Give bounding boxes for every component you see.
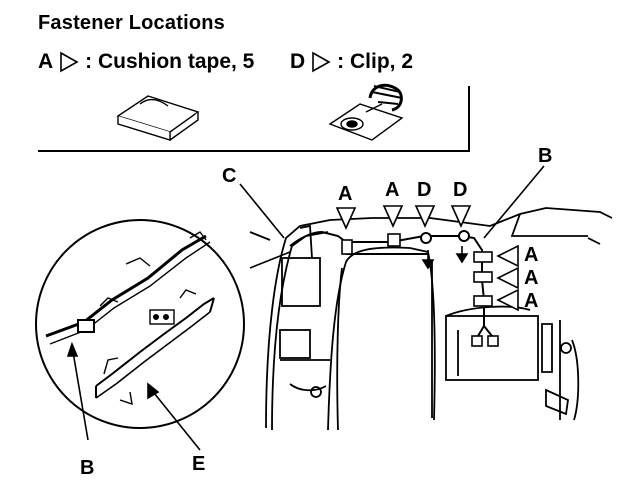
legend-a-letter: A — [38, 50, 54, 73]
callout-a-right-1: A — [524, 244, 539, 266]
clip-markers — [420, 230, 470, 244]
wire-harness — [289, 230, 493, 337]
callout-b-top: B — [538, 145, 553, 167]
callout-triangles-down — [335, 205, 472, 230]
callout-d-2: D — [453, 179, 468, 201]
callout-e: E — [192, 453, 206, 475]
legend-clip: D : Clip, 2 — [290, 50, 413, 74]
callout-a-1: A — [338, 183, 353, 205]
direction-arrows — [421, 246, 469, 270]
legend-cushion-tape: A : Cushion tape, 5 — [38, 50, 254, 74]
legend-frame — [38, 86, 470, 152]
callout-a-2: A — [385, 179, 400, 201]
diagram-title: Fastener Locations — [38, 12, 225, 34]
leader-lines — [66, 165, 545, 451]
legend-d-letter: D — [290, 50, 306, 73]
door-panel — [249, 207, 613, 431]
callout-c: C — [222, 165, 237, 187]
legend-d-description: : Clip, 2 — [337, 50, 414, 73]
callout-a-right-3: A — [524, 290, 539, 312]
clip-icon — [328, 83, 404, 141]
cushion-tape-markers — [341, 233, 499, 347]
callout-triangles-left — [496, 244, 519, 312]
callout-d-1: D — [417, 179, 432, 201]
callout-a-right-2: A — [524, 267, 539, 289]
callout-b-bottom: B — [80, 457, 95, 479]
triangle-pointer-icon — [60, 51, 79, 73]
legend-a-description: : Cushion tape, 5 — [85, 50, 255, 73]
triangle-pointer-icon — [312, 51, 331, 73]
magnified-detail — [35, 219, 245, 429]
cushion-tape-icon — [116, 95, 200, 141]
